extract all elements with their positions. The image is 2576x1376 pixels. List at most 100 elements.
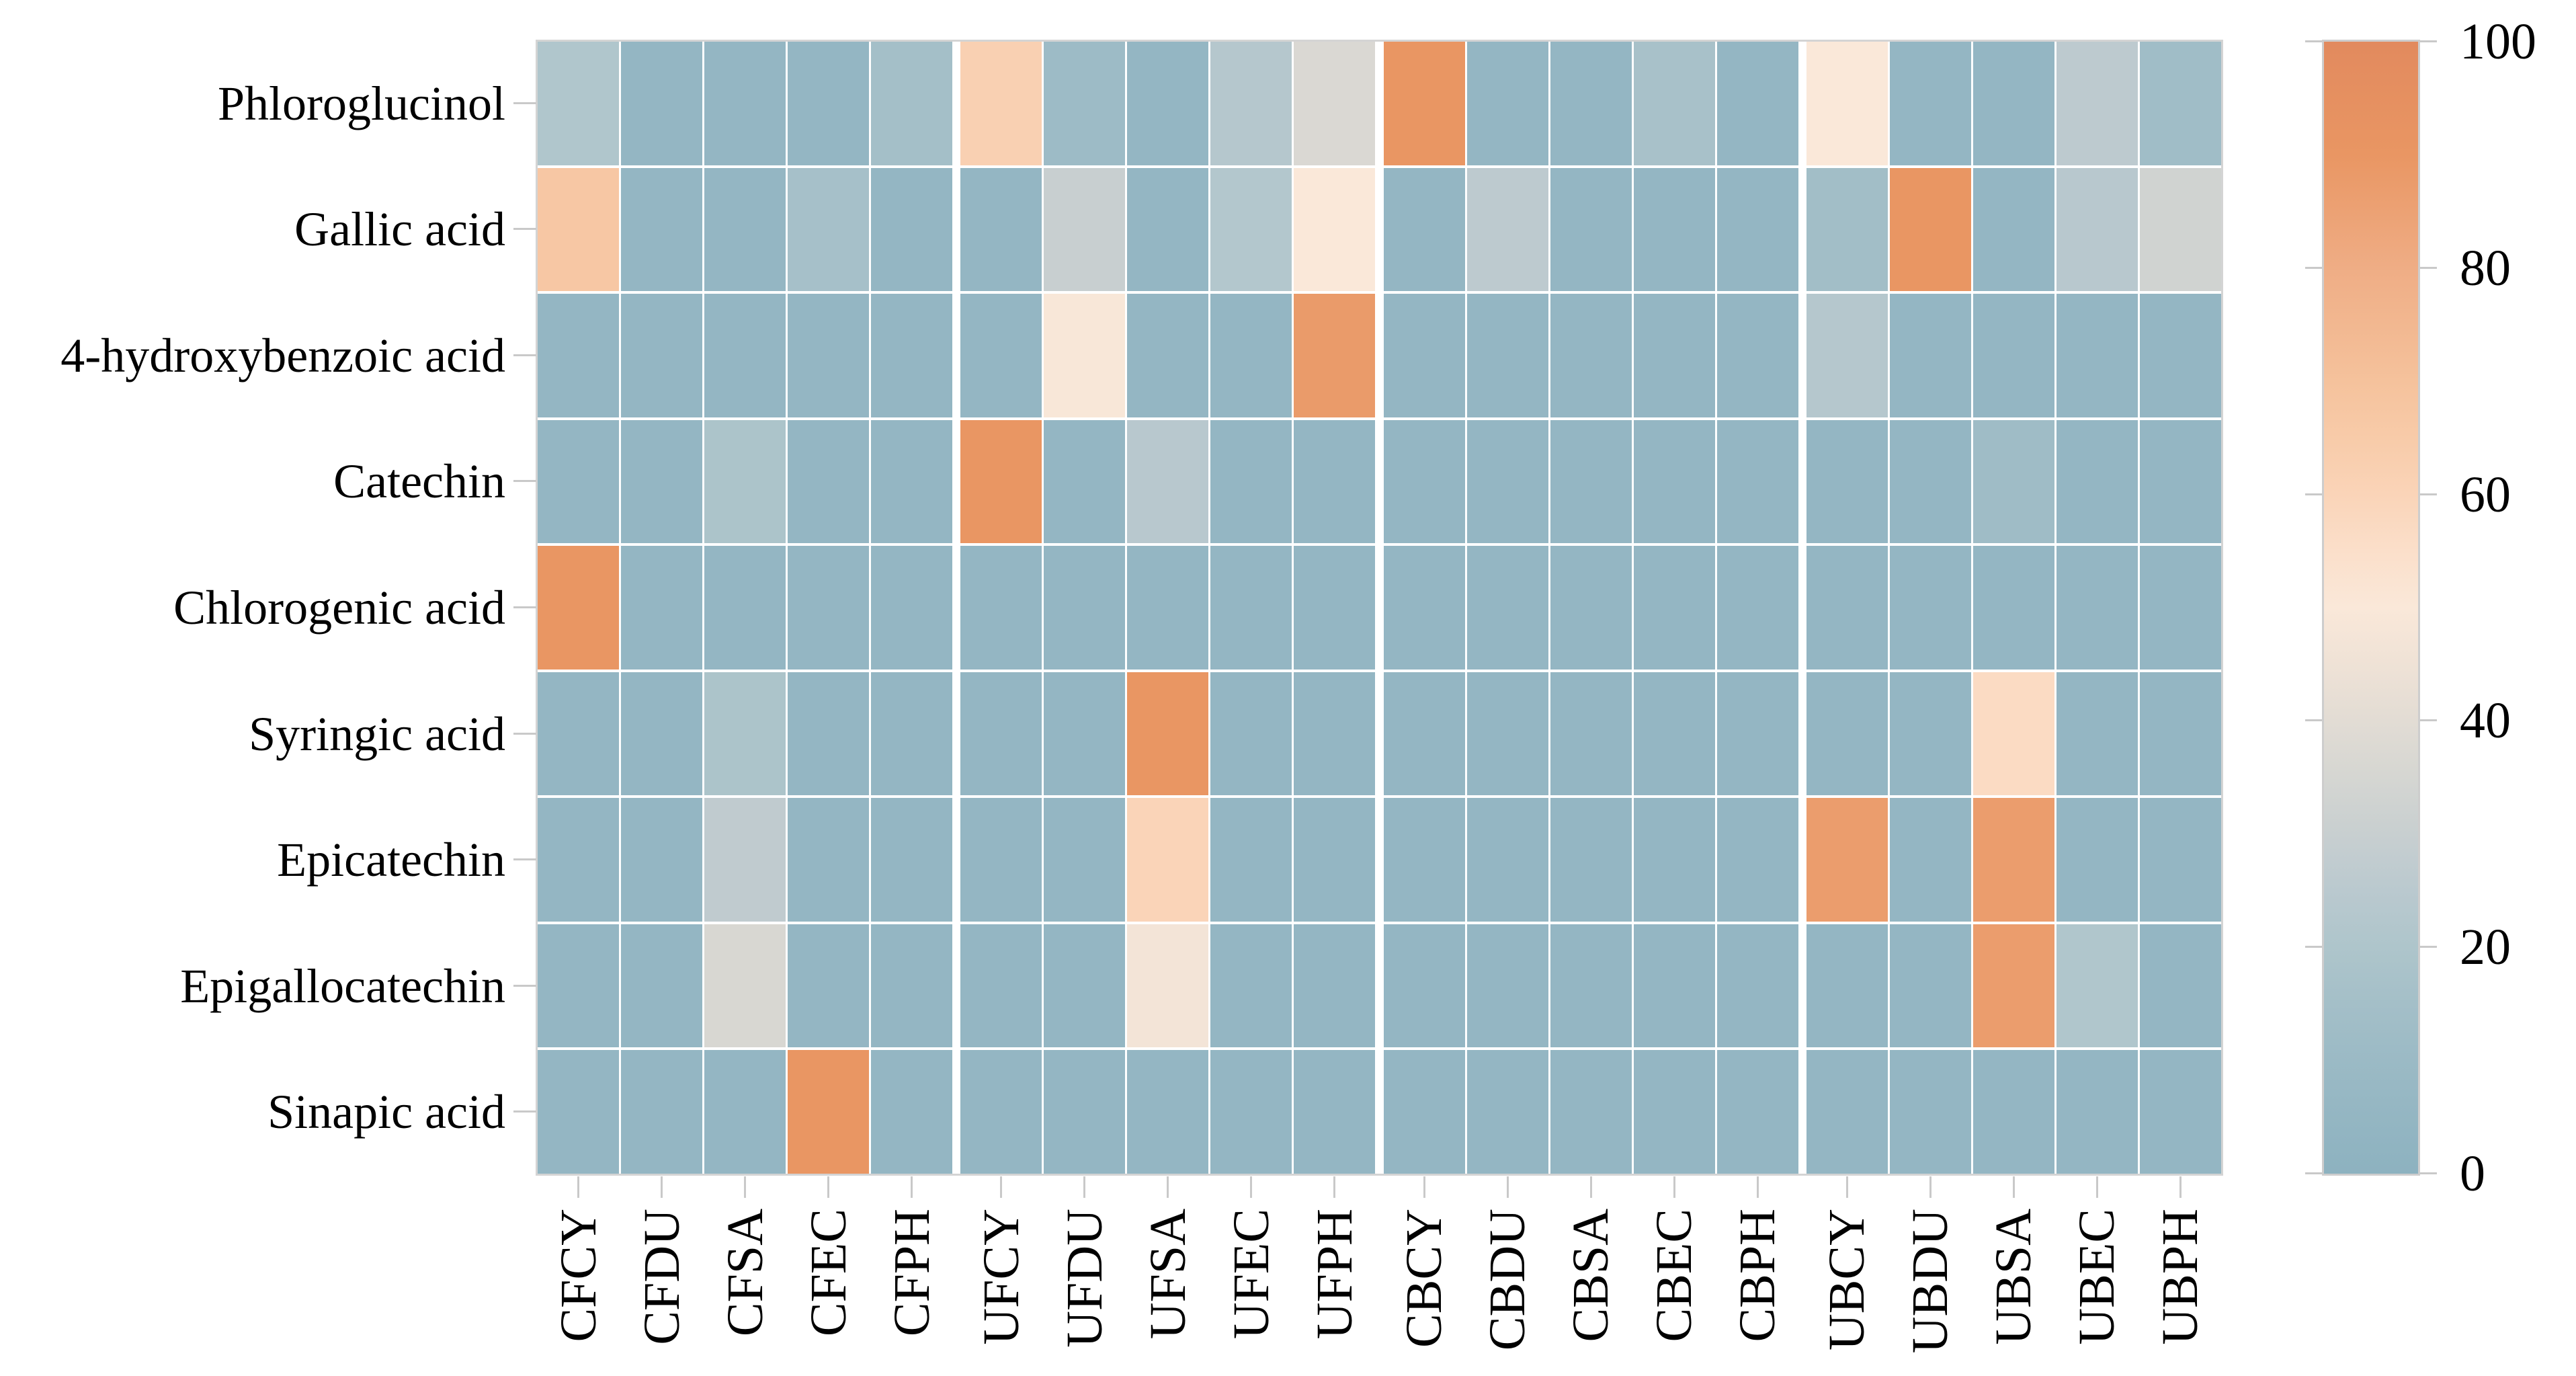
x-axis-label: UFSA [1139,1209,1196,1340]
heatmap-cell [1127,798,1209,922]
y-axis-tick [513,606,536,608]
heatmap-cell [1044,42,1126,165]
heatmap-cell [1294,167,1376,292]
heatmap-cell [1550,419,1632,544]
y-axis-label: Gallic acid [294,202,505,257]
heatmap-cell [1716,546,1798,670]
heatmap-cell [1972,419,2054,544]
heatmap-cell [1972,924,2054,1048]
x-axis-tick [1250,1176,1253,1198]
heatmap-cell [704,419,786,544]
x-axis-label: CFSA [716,1209,774,1337]
heatmap-cell [1633,1050,1715,1174]
heatmap-cell [1127,924,1209,1048]
x-axis-label: CBDU [1479,1209,1536,1351]
x-axis-label: CFEC [800,1209,857,1337]
heatmap-cell [871,1050,953,1174]
heatmap-cell [1806,167,1888,292]
heatmap-cell [1889,419,1971,544]
heatmap-cell [1044,419,1126,544]
x-axis-tick [661,1176,663,1198]
heatmap-cell [1550,546,1632,670]
heatmap-cell [960,1050,1042,1174]
heatmap-cell [1210,294,1292,417]
heatmap-cell [1889,672,1971,796]
colorbar-tick-label: 60 [2460,466,2511,523]
heatmap-cell [1806,672,1888,796]
x-axis-label: CFDU [633,1209,690,1345]
heatmap-cell [1972,167,2054,292]
y-axis-label: Epigallocatechin [180,959,505,1013]
heatmap-cell [871,798,953,922]
heatmap-cell [1716,167,1798,292]
heatmap-cell [1294,924,1376,1048]
x-axis-tick [2179,1176,2182,1198]
heatmap-cell [1210,924,1292,1048]
x-axis-label: UFDU [1056,1209,1113,1348]
heatmap-cell [1210,42,1292,165]
heatmap-cell [704,546,786,670]
heatmap-cell [788,42,870,165]
y-axis-label: Sinapic acid [267,1085,505,1139]
heatmap-cell [1466,1050,1548,1174]
heatmap-cell [871,42,953,165]
heatmap-cell [1550,167,1632,292]
heatmap-cell [1806,924,1888,1048]
heatmap-cell [788,419,870,544]
colorbar-gradient [2322,40,2420,1176]
heatmap-cell [1383,798,1465,922]
heatmap-cell [704,672,786,796]
y-axis-label: Syringic acid [249,706,505,761]
heatmap-cell [1972,672,2054,796]
heatmap-cell [1044,924,1126,1048]
heatmap-cell [1210,167,1292,292]
x-axis-tick [1000,1176,1003,1198]
heatmap-cell [1294,798,1376,922]
colorbar-tick-label: 100 [2460,13,2536,70]
heatmap-cell [1633,924,1715,1048]
heatmap-cell [788,1050,870,1174]
heatmap-cell [1383,672,1465,796]
heatmap-cell [1210,798,1292,922]
x-axis-label: CFCY [550,1209,607,1342]
heatmap-cell [788,672,870,796]
x-axis-tick [1333,1176,1336,1198]
heatmap-cell [1044,798,1126,922]
heatmap-cell [1127,546,1209,670]
x-axis-label: UBSA [1985,1209,2042,1345]
heatmap-cell [1550,672,1632,796]
heatmap-cell [621,1050,703,1174]
x-axis-label: CBSA [1563,1209,1620,1342]
heatmap-cell [2139,672,2221,796]
heatmap-cell [2056,546,2138,670]
heatmap-cell [1550,294,1632,417]
heatmap-cell [1466,798,1548,922]
heatmap-cell [1889,42,1971,165]
heatmap-cell [2139,798,2221,922]
heatmap-cell [1716,924,1798,1048]
heatmap-cell [1210,419,1292,544]
heatmap-cell [960,419,1042,544]
heatmap-cell [1294,294,1376,417]
heatmap-cell [1633,798,1715,922]
heatmap-cell [871,546,953,670]
heatmap-cell [538,546,620,670]
heatmap-cell [1044,294,1126,417]
heatmap-cell [1127,42,1209,165]
heatmap-cell [704,798,786,922]
heatmap-cell [538,798,620,922]
x-axis-tick [827,1176,830,1198]
heatmap-cell [960,924,1042,1048]
heatmap-cell [1633,294,1715,417]
heatmap-cell [788,546,870,670]
heatmap-cell [1806,294,1888,417]
y-axis-tick [513,102,536,104]
heatmap-cell [704,294,786,417]
heatmap-cell [704,167,786,292]
heatmap-cell [871,294,953,417]
heatmap-cell [621,798,703,922]
y-axis-tick [513,354,536,356]
heatmap-cell [538,419,620,544]
y-axis-label: Epicatechin [277,833,505,887]
